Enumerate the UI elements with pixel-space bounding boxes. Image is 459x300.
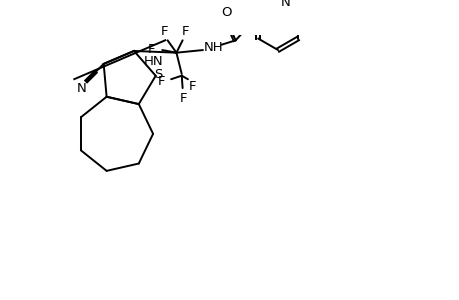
Text: F: F: [148, 43, 155, 56]
Text: N: N: [280, 0, 290, 9]
Text: F: F: [161, 25, 168, 38]
Text: F: F: [181, 25, 189, 38]
Text: F: F: [157, 75, 165, 88]
Text: F: F: [179, 92, 187, 105]
Text: NH: NH: [203, 41, 223, 54]
Text: S: S: [154, 68, 162, 80]
Text: F: F: [188, 80, 196, 93]
Text: HN: HN: [143, 55, 163, 68]
Text: O: O: [221, 6, 231, 20]
Text: N: N: [77, 82, 86, 95]
